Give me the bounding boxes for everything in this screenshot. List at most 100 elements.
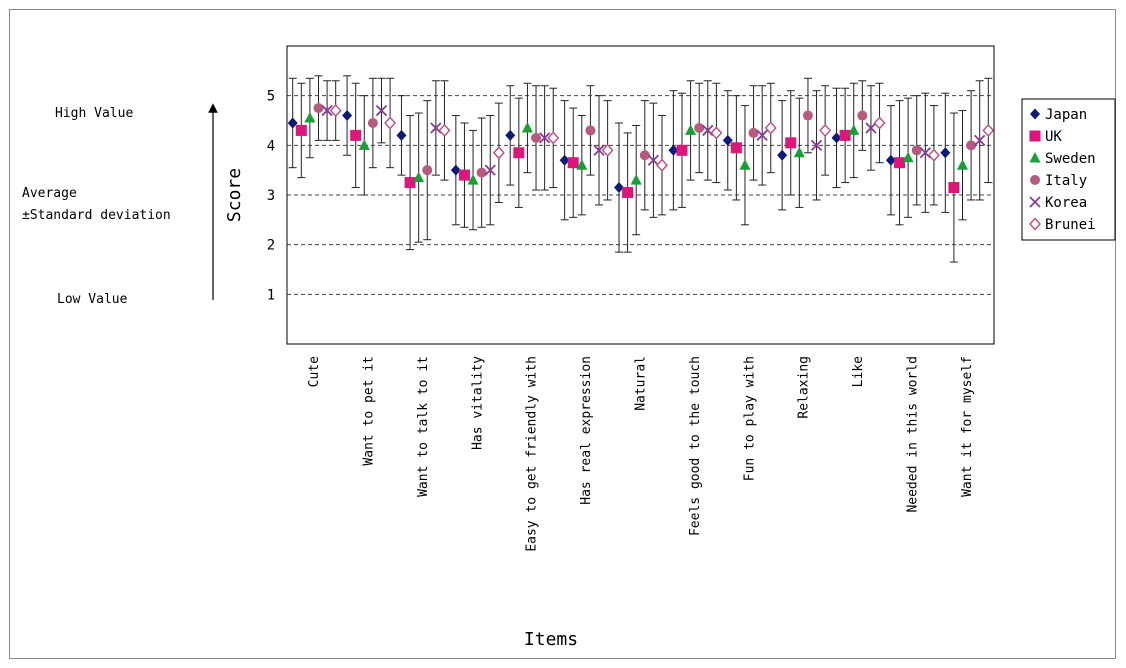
point-italy-cute (313, 103, 324, 114)
point-korea-feels-good-to-the-touch (702, 124, 714, 137)
point-italy-feels-good-to-the-touch (694, 122, 705, 133)
point-sweden-has-vitality (467, 174, 479, 185)
x-tick-label-needed-in-this-world: Needed in this world (905, 356, 920, 513)
point-japan-needed-in-this-world (885, 154, 896, 166)
point-sweden-feels-good-to-the-touch (685, 124, 697, 135)
y-tick-label: 5 (267, 89, 275, 105)
point-sweden-want-to-talk-to-it (413, 171, 425, 183)
point-brunei-has-vitality (492, 146, 505, 160)
point-japan-relaxing (777, 149, 788, 161)
point-uk-cute (295, 124, 307, 136)
legend-marker-korea (1029, 196, 1041, 208)
point-italy-like (857, 110, 868, 121)
point-brunei-easy-to-get-friendly-with (547, 131, 560, 145)
plot-area (286, 45, 995, 345)
point-uk-like (839, 129, 851, 141)
point-italy-has-real-expression (585, 125, 596, 136)
point-uk-want-to-talk-to-it (404, 177, 416, 189)
x-tick-label-fun-to-play-with: Fun to play with (742, 356, 757, 481)
point-brunei-needed-in-this-world (927, 148, 940, 162)
y-tick-label: 2 (267, 238, 275, 254)
point-korea-natural (647, 154, 660, 166)
point-italy-fun-to-play-with (748, 127, 759, 138)
point-brunei-feels-good-to-the-touch (710, 126, 723, 140)
point-korea-like (865, 122, 877, 134)
legend-label-korea: Korea (1045, 195, 1087, 211)
y-tick-label: 4 (267, 138, 275, 154)
legend-label-sweden: Sweden (1045, 151, 1096, 167)
point-korea-needed-in-this-world (919, 147, 931, 159)
point-sweden-like (848, 124, 860, 135)
point-sweden-fun-to-play-with (739, 159, 751, 170)
point-korea-cute (321, 104, 333, 117)
x-tick-label-natural: Natural (634, 356, 649, 411)
point-korea-has-vitality (484, 164, 496, 176)
point-brunei-like (873, 116, 886, 130)
x-tick-label-like: Like (851, 356, 866, 387)
point-uk-want-it-for-myself (948, 182, 960, 194)
x-axis-title: Items (524, 629, 578, 650)
point-brunei-fun-to-play-with (764, 121, 777, 135)
legend-label-uk: UK (1045, 129, 1062, 145)
legend-label-brunei: Brunei (1045, 217, 1096, 233)
point-japan-want-to-talk-to-it (396, 129, 407, 141)
point-brunei-has-real-expression (601, 143, 614, 157)
point-uk-has-real-expression (567, 157, 579, 169)
point-italy-want-it-for-myself (966, 140, 977, 151)
point-korea-relaxing (810, 139, 823, 151)
point-japan-cute (287, 117, 298, 129)
point-japan-like (831, 132, 842, 144)
point-uk-natural (622, 187, 634, 199)
legend-label-japan: Japan (1045, 107, 1087, 123)
point-sweden-easy-to-get-friendly-with (521, 121, 533, 133)
point-italy-want-to-talk-to-it (422, 165, 433, 176)
y-tick-label: 1 (267, 287, 275, 303)
point-japan-fun-to-play-with (722, 134, 733, 146)
x-tick-label-has-real-expression: Has real expression (579, 356, 594, 505)
point-japan-want-to-pet-it (342, 110, 353, 122)
point-sweden-relaxing (793, 146, 805, 158)
point-uk-want-to-pet-it (350, 129, 362, 141)
point-sweden-want-it-for-myself (957, 159, 969, 170)
point-japan-has-vitality (450, 164, 461, 176)
average-label: Average (22, 186, 77, 201)
legend-box (1021, 98, 1116, 241)
point-korea-easy-to-get-friendly-with (538, 132, 551, 144)
point-japan-feels-good-to-the-touch (668, 144, 679, 156)
point-brunei-want-it-for-myself (982, 123, 995, 137)
point-korea-fun-to-play-with (756, 129, 768, 142)
point-korea-want-to-talk-to-it (430, 122, 442, 134)
point-brunei-want-to-talk-to-it (438, 123, 451, 137)
point-italy-natural (639, 150, 650, 161)
legend-marker-brunei (1029, 217, 1041, 231)
point-uk-easy-to-get-friendly-with (513, 147, 525, 159)
point-brunei-want-to-pet-it (384, 116, 397, 130)
x-tick-label-want-it-for-myself: Want it for myself (960, 356, 975, 497)
high-value-label: High Value (55, 106, 134, 121)
point-brunei-cute (329, 104, 342, 118)
point-japan-natural (614, 182, 624, 194)
point-japan-want-it-for-myself (940, 147, 951, 159)
point-korea-want-to-pet-it (375, 104, 388, 117)
point-korea-want-it-for-myself (974, 134, 986, 147)
point-italy-has-vitality (476, 167, 487, 178)
legend-marker-italy (1030, 175, 1040, 185)
x-tick-label-want-to-talk-to-it: Want to talk to it (416, 356, 431, 497)
x-tick-label-easy-to-get-friendly-with: Easy to get friendly with (525, 356, 540, 552)
point-korea-has-real-expression (593, 144, 605, 156)
point-japan-easy-to-get-friendly-with (505, 129, 516, 141)
point-uk-fun-to-play-with (730, 142, 742, 154)
point-sweden-has-real-expression (576, 159, 588, 170)
y-tick-label: 3 (267, 188, 275, 204)
point-sweden-want-to-pet-it (358, 139, 370, 150)
point-italy-want-to-pet-it (367, 117, 378, 128)
point-uk-feels-good-to-the-touch (676, 144, 688, 156)
legend-marker-uk (1029, 130, 1041, 142)
legend-marker-japan (1030, 108, 1040, 120)
point-sweden-natural (630, 174, 642, 185)
point-uk-needed-in-this-world (894, 157, 906, 169)
point-italy-needed-in-this-world (911, 145, 922, 156)
point-italy-relaxing (802, 110, 813, 121)
x-tick-label-feels-good-to-the-touch: Feels good to the touch (688, 356, 703, 536)
